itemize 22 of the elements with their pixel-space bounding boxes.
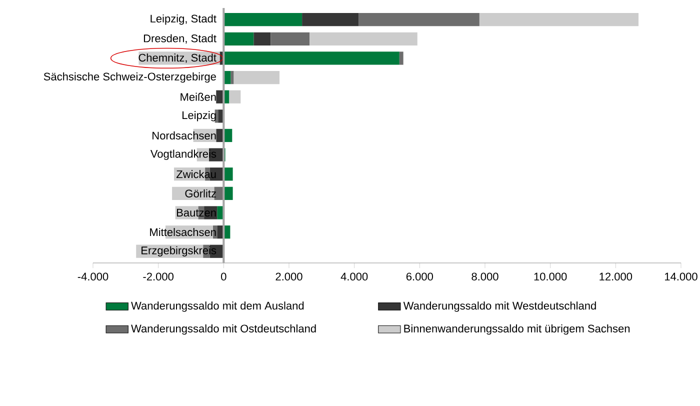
y-tick-label: Nordsachsen: [152, 131, 216, 140]
x-tick-label: -4.000: [78, 272, 108, 281]
y-tick-label: Chemnitz, Stadt: [138, 54, 216, 63]
y-tick-label: Meißen: [180, 92, 216, 101]
x-tick-label: 4.000: [340, 272, 368, 281]
x-tick-label: 0: [221, 272, 226, 281]
y-tick-label: Sächsische Schweiz-Osterzgebirge: [44, 72, 216, 83]
x-tick-label: 14.000: [664, 272, 698, 281]
x-tick-label: 6.000: [406, 272, 433, 281]
legend-label: Wanderungssaldo mit dem Ausland: [131, 302, 304, 312]
legend-label: Binnenwanderungssaldo mit übrigem Sachsen: [404, 324, 630, 335]
x-tick-label: -2.000: [143, 272, 174, 281]
x-tick-label: 2.000: [276, 272, 302, 281]
legend-label: Wanderungssaldo mit Westdeutschland: [403, 302, 596, 312]
y-tick-label: Mittelsachsen: [150, 228, 216, 236]
legend-label: Wanderungssaldo mit Ostdeutschland: [131, 324, 316, 335]
y-tick-label: Görlitz: [185, 189, 216, 198]
x-tick-label: 10.000: [534, 272, 567, 281]
y-tick-label: Dresden, Stadt: [144, 34, 216, 44]
y-tick-label: Leipzig, Stadt: [150, 14, 216, 25]
x-tick-label: 12.000: [600, 272, 632, 281]
x-tick-label: 8.000: [472, 272, 498, 281]
